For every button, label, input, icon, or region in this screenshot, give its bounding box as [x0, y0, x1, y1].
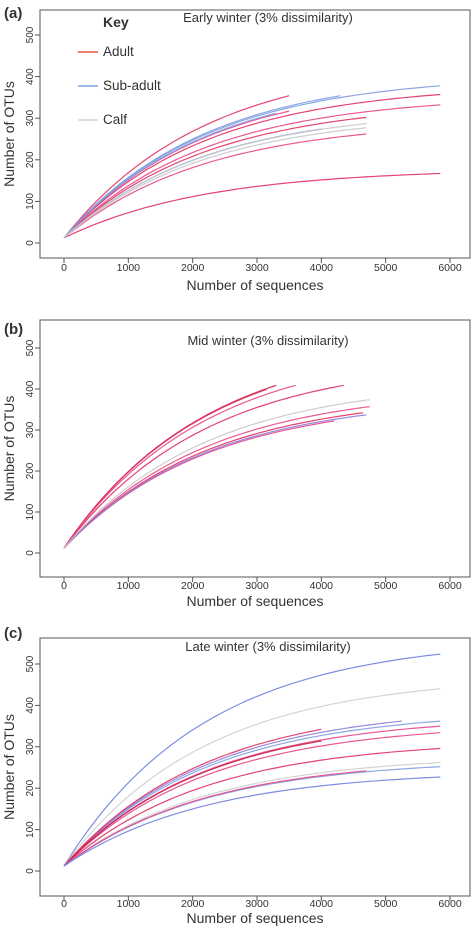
- y-axis-label: Number of OTUs: [1, 81, 17, 187]
- y-axis-label: Number of OTUs: [1, 396, 17, 502]
- x-axis-label: Number of sequences: [187, 277, 324, 293]
- y-tick-label: 100: [25, 503, 36, 520]
- series-line-sub-adult: [63, 95, 341, 239]
- x-tick-label: 3000: [245, 898, 269, 910]
- legend-label: Adult: [103, 44, 134, 59]
- y-axis-label: Number of OTUs: [1, 714, 17, 820]
- panel-label: (c): [4, 625, 22, 642]
- y-tick-label: 300: [25, 421, 36, 438]
- x-tick-label: 4000: [310, 898, 334, 910]
- y-tick-label: 200: [25, 462, 36, 479]
- y-tick-label: 500: [25, 26, 36, 43]
- series-line-sub-adult: [63, 414, 367, 549]
- panel-label: (b): [4, 321, 23, 338]
- x-tick-label: 6000: [438, 262, 462, 274]
- x-axis-label: Number of sequences: [187, 593, 324, 609]
- y-tick-label: 400: [25, 380, 36, 397]
- series-line-adult: [63, 770, 367, 867]
- y-tick-label: 400: [25, 697, 36, 714]
- legend: Key Adult Sub-adult Calf: [78, 14, 161, 127]
- series-line-sub-adult: [63, 112, 277, 239]
- series-line-adult: [63, 732, 441, 867]
- y-tick-label: 0: [25, 550, 36, 556]
- y-tick-label: 300: [25, 738, 36, 755]
- series-line-adult: [63, 95, 290, 239]
- series-line-adult: [63, 412, 364, 549]
- series-line-calf: [63, 399, 370, 549]
- series-line-adult: [63, 388, 267, 549]
- series-line-sub-adult: [63, 720, 402, 867]
- plot-frame: [39, 637, 471, 897]
- series-line-sub-adult: [63, 720, 441, 867]
- series-line-adult: [63, 420, 335, 549]
- series-line-adult: [63, 728, 322, 867]
- x-tick-label: 2000: [181, 898, 205, 910]
- series-line-adult: [63, 384, 296, 549]
- chart-title: Early winter (3% dissimilarity): [183, 10, 353, 25]
- series-line-adult: [63, 104, 441, 239]
- x-tick-label: 1000: [117, 262, 141, 274]
- x-tick-label: 5000: [374, 898, 398, 910]
- x-tick-label: 0: [61, 262, 67, 274]
- series-line-calf: [63, 688, 441, 867]
- x-tick-label: 5000: [374, 262, 398, 274]
- y-tick-label: 0: [25, 868, 36, 874]
- x-tick-label: 4000: [310, 262, 334, 274]
- series-line-adult: [63, 133, 367, 239]
- legend-label: Sub-adult: [103, 78, 161, 93]
- x-tick-label: 2000: [181, 580, 205, 592]
- x-tick-label: 1000: [117, 580, 141, 592]
- x-tick-label: 0: [61, 898, 67, 910]
- y-tick-label: 300: [25, 109, 36, 126]
- y-tick-label: 500: [25, 339, 36, 356]
- series-line-adult: [63, 93, 441, 239]
- y-tick-label: 200: [25, 779, 36, 796]
- series-line-calf: [63, 761, 441, 867]
- chart-panel-2: (b) Mid winter (3% dissimilarity) 0 100 200 3…: [1, 319, 471, 609]
- x-tick-label: 6000: [438, 898, 462, 910]
- series-line-adult: [63, 406, 370, 549]
- y-tick-label: 400: [25, 68, 36, 85]
- x-tick-label: 0: [61, 580, 67, 592]
- legend-title: Key: [103, 14, 129, 30]
- x-tick-label: 3000: [245, 580, 269, 592]
- panel-label: (a): [4, 5, 22, 22]
- x-tick-label: 5000: [374, 580, 398, 592]
- series-line-adult: [63, 384, 344, 549]
- series-line-calf: [63, 127, 367, 239]
- series-line-adult: [63, 172, 441, 239]
- legend-label: Calf: [103, 112, 127, 127]
- chart-panel-1: (a) Early winter (3% dissimilarity) 0 100 20…: [1, 5, 471, 293]
- y-tick-label: 100: [25, 193, 36, 210]
- chart-panel-3: (c) Late winter (3% dissimilarity) 0 100 200…: [1, 625, 471, 926]
- chart-title: Late winter (3% dissimilarity): [185, 639, 350, 654]
- x-axis-label: Number of sequences: [187, 910, 324, 926]
- series-line-adult: [63, 740, 322, 867]
- series-line-adult: [63, 116, 367, 239]
- y-tick-label: 200: [25, 151, 36, 168]
- series-line-sub-adult: [63, 776, 441, 867]
- series-line-calf: [63, 123, 367, 239]
- plot-frame: [39, 319, 471, 578]
- x-tick-label: 1000: [117, 898, 141, 910]
- series-line-adult: [63, 747, 441, 867]
- y-tick-label: 100: [25, 821, 36, 838]
- x-tick-label: 3000: [245, 262, 269, 274]
- x-tick-label: 2000: [181, 262, 205, 274]
- x-tick-label: 6000: [438, 580, 462, 592]
- y-tick-label: 0: [25, 240, 36, 246]
- series-line-sub-adult: [63, 653, 441, 867]
- y-tick-label: 500: [25, 655, 36, 672]
- series-line-adult: [63, 110, 290, 239]
- plot-frame: [39, 9, 471, 259]
- chart-title: Mid winter (3% dissimilarity): [187, 333, 348, 348]
- x-tick-label: 4000: [310, 580, 334, 592]
